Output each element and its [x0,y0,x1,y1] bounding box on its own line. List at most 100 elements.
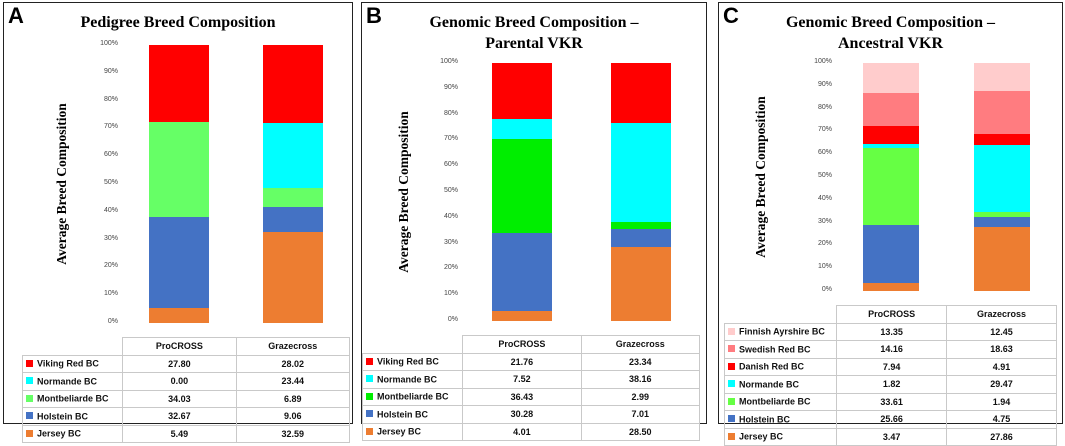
legend-entry: Holstein BC [723,410,838,429]
table-corner [363,336,463,354]
legend-label: Swedish Red BC [739,344,811,355]
panel-c: C Genomic Breed Composition – Ancestral … [718,2,1063,446]
data-table: ProCROSS Grazecross Viking Red BC 21.76 23.3… [361,335,701,441]
y-tick-label: 90% [443,83,458,91]
y-tick-label: 20% [443,264,458,272]
table-row: Montbeliarde BC 36.43 2.99 [361,387,701,406]
y-tick-label: 70% [817,126,832,134]
legend-entry: Montbeliarde BC [21,389,124,408]
legend-entry: Viking Red BC [21,354,124,373]
bar-segment [610,247,671,321]
data-label: 3.47 [836,427,948,446]
data-table: ProCROSS Grazecross Finnish Ayrshire BC 13.… [723,305,1057,446]
y-tick-label: 0% [447,316,458,323]
legend-entry: Montbeliarde BC [361,387,464,406]
chart-title-line-1: Genomic Breed Composition – [785,14,996,31]
legend-entry: Jersey BC [361,422,464,441]
y-tick-label: 80% [443,109,458,117]
legend-swatch [366,427,373,435]
y-tick-label: 30% [443,238,458,246]
legend-swatch [728,432,735,440]
data-label: 6.89 [235,389,351,408]
data-label: 14.16 [836,340,948,359]
bar-segment [263,232,323,323]
data-label: 4.75 [946,410,1057,429]
y-tick-label: 70% [443,135,458,143]
chart-title-line-2: Ancestral VKR [837,35,944,52]
legend-entry: Normande BC [723,375,838,394]
legend-entry: Montbeliarde BC [723,392,838,411]
bar-segment [610,221,671,230]
bar-segment [149,122,209,217]
table-column-header: ProCROSS [122,337,237,356]
legend-entry: Holstein BC [21,407,124,426]
data-label: 33.61 [836,392,948,411]
y-tick-label: 30% [817,217,832,225]
legend-swatch [26,412,33,420]
data-label: 38.16 [580,370,701,389]
data-label: 7.52 [462,370,582,389]
y-tick-label: 60% [443,161,458,169]
legend-label: Jersey BC [377,427,422,438]
bar-segment [263,207,323,233]
y-tick-label: 90% [817,80,832,88]
legend-entry: Swedish Red BC [723,340,838,359]
bar-segment [149,45,209,123]
y-tick-label: 20% [817,240,832,248]
y-tick-label: 100% [440,58,458,65]
table-header-row: ProCROSS Grazecross [725,305,1057,324]
legend-label: Holstein BC [377,409,429,420]
table-column-header: Grazecross [946,305,1057,324]
bar-segment [863,62,920,94]
legend-swatch [26,394,33,402]
legend-swatch [366,375,373,383]
panel-b: B Genomic Breed Composition – Parental V… [361,2,707,441]
y-tick-label: 50% [103,179,118,186]
data-label: 13.35 [836,322,948,341]
legend-entry: Normande BC [361,370,464,389]
chart-title-line-1: Genomic Breed Composition – [429,14,639,31]
legend-swatch [366,392,373,400]
table-corner [725,306,837,324]
bar-segment [973,91,1030,134]
data-label: 0.00 [122,372,237,391]
legend-entry: Finnish Ayrshire BC [723,322,838,341]
legend-label: Viking Red BC [37,359,99,370]
y-tick-label: 60% [103,151,118,159]
y-tick-label: 40% [103,206,118,214]
table-row: Viking Red BC 21.76 23.34 [361,352,701,371]
data-label: 34.03 [122,389,237,408]
bar-segment [863,224,920,284]
legend-label: Normande BC [739,379,800,390]
legend-label: Viking Red BC [377,357,439,368]
data-label: 18.63 [946,340,1057,359]
data-label: 32.67 [122,407,237,426]
bar-segment [149,216,209,308]
data-label: 4.91 [946,357,1057,376]
y-axis-label: Average Breed Composition [396,111,411,273]
table-row: Danish Red BC 7.94 4.91 [723,357,1057,376]
legend-swatch [366,410,373,418]
y-axis-label: Average Breed Composition [753,96,768,258]
data-label: 27.86 [946,427,1057,446]
y-tick-label: 100% [100,40,118,47]
table-row: Montbeliarde BC 34.03 6.89 [21,389,351,408]
y-tick-label: 90% [103,67,118,75]
legend-label: Normande BC [377,374,438,385]
bar-segment [491,310,552,321]
chart-title: Genomic Breed Composition – Parental VKR [362,12,706,54]
legend-swatch [366,357,373,365]
data-label: 21.76 [462,352,582,371]
y-tick-label: 40% [817,194,832,202]
bar-segment [491,63,552,120]
table-column-header: Grazecross [580,335,701,354]
data-label: 23.44 [235,372,351,391]
data-label: 28.02 [235,354,351,373]
bar-segment [973,216,1030,228]
legend-label: Holstein BC [739,414,791,425]
bar-segment [610,229,671,248]
table-row: Jersey BC 3.47 27.86 [723,427,1057,446]
y-tick-label: 0% [107,318,118,325]
table-column-header: ProCROSS [836,305,948,324]
legend-entry: Danish Red BC [723,357,838,376]
